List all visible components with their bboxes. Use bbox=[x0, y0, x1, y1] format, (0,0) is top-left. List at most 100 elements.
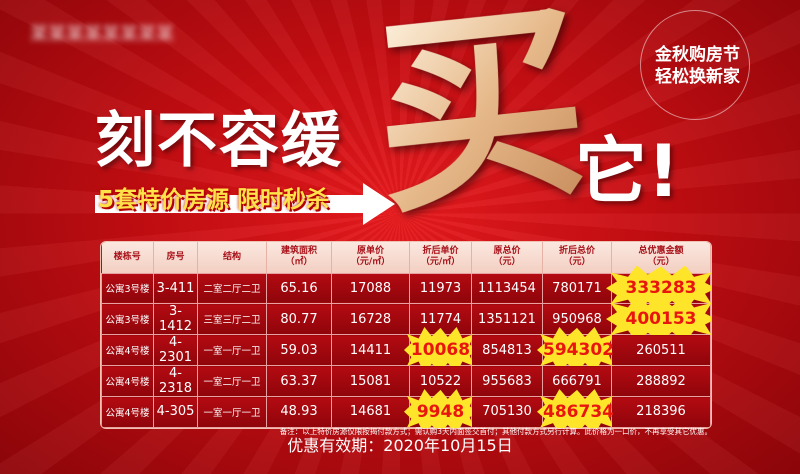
cell-value: 公寓4号楼 bbox=[105, 346, 150, 357]
table-cell: 10068 bbox=[409, 334, 472, 366]
column-header: 楼栋号 bbox=[101, 242, 154, 273]
cell-value: 公寓3号楼 bbox=[105, 315, 150, 326]
column-header: 结构 bbox=[197, 242, 267, 273]
table-cell: 二室二厅二卫 bbox=[197, 272, 267, 304]
column-header: 建筑面积 （㎡） bbox=[266, 242, 332, 273]
cell-value: 4-305 bbox=[156, 404, 195, 420]
cell-value: 666791 bbox=[552, 373, 602, 389]
table-cell: 4-2318 bbox=[153, 365, 198, 397]
table-cell: 288892 bbox=[611, 365, 711, 397]
table-cell: 11973 bbox=[409, 272, 472, 304]
cell-value: 三室三厅二卫 bbox=[203, 315, 261, 326]
table-cell: 14681 bbox=[331, 396, 410, 428]
cell-value: 1351121 bbox=[478, 311, 536, 327]
arrow-icon bbox=[95, 183, 395, 225]
cell-value: 705130 bbox=[482, 404, 532, 420]
headline: 刻不容缓 bbox=[95, 106, 343, 176]
cell-value: 3-411 bbox=[156, 280, 195, 296]
table-cell: 一室二厅一卫 bbox=[197, 365, 267, 397]
column-header: 房号 bbox=[153, 242, 198, 273]
cell-value: 4-2301 bbox=[158, 335, 193, 365]
cell-value: 854813 bbox=[482, 342, 532, 358]
table-cell: 4-305 bbox=[153, 396, 198, 428]
cell-value: 950968 bbox=[552, 311, 602, 327]
badge-line-1: 金秋购房节 bbox=[655, 45, 740, 65]
footnote: 备注：以上特价房源仅限按揭付款方式；需认购3天内面签交首付；其他付款方式另行计算… bbox=[279, 427, 712, 436]
cell-value: 一室一厅一卫 bbox=[203, 407, 261, 419]
table-cell: 公寓4号楼 bbox=[101, 365, 154, 397]
cell-value: 4-2318 bbox=[158, 366, 193, 396]
table-cell: 4-2301 bbox=[153, 334, 198, 366]
table-cell: 400153 bbox=[611, 303, 711, 335]
table-cell: 3-1412 bbox=[153, 303, 198, 335]
highlighted-price: 10068 bbox=[410, 340, 471, 360]
cell-value: 218396 bbox=[636, 404, 686, 420]
table-cell: 59.03 bbox=[266, 334, 332, 366]
table-row: 公寓4号楼 4-305 一室一厅一卫 48.93 14681 9948 705130 4867… bbox=[101, 396, 711, 428]
cell-value: 公寓4号楼 bbox=[105, 407, 150, 419]
blurred-header-text: 某某某某某某某某 bbox=[30, 24, 174, 44]
cell-value: 3-1412 bbox=[158, 304, 193, 334]
table-cell: 486734 bbox=[542, 396, 614, 428]
cell-value: 公寓3号楼 bbox=[105, 284, 150, 296]
cell-value: 一室二厅一卫 bbox=[203, 377, 261, 388]
column-header: 折后单价 （元/㎡） bbox=[409, 242, 472, 273]
table-cell: 854813 bbox=[471, 334, 543, 366]
table-cell: 333283 bbox=[611, 272, 711, 304]
table-cell: 705130 bbox=[471, 396, 543, 428]
table-row: 公寓4号楼 4-2301 一室一厅一卫 59.03 14411 10068 854813 59… bbox=[101, 334, 711, 366]
highlighted-price: 9948 bbox=[416, 401, 465, 422]
table-cell: 218396 bbox=[611, 396, 711, 428]
table-cell: 一室一厅一卫 bbox=[197, 334, 267, 366]
cell-value: 一室一厅一卫 bbox=[203, 346, 261, 357]
cell-value: 14681 bbox=[349, 404, 392, 420]
table-cell: 一室一厅一卫 bbox=[197, 396, 267, 428]
table-cell: 公寓3号楼 bbox=[101, 272, 154, 304]
cell-value: 780171 bbox=[552, 280, 602, 296]
table-row: 公寓3号楼 3-1412 三室三厅二卫 80.77 16728 11774 1351121 9… bbox=[101, 303, 711, 335]
cell-value: 59.03 bbox=[280, 342, 318, 358]
table-row: 公寓3号楼 3-411 二室二厅二卫 65.16 17088 11973 1113454 78… bbox=[101, 272, 711, 304]
table-cell: 公寓4号楼 bbox=[101, 334, 154, 366]
highlighted-price: 400153 bbox=[625, 309, 697, 329]
table-cell: 三室三厅二卫 bbox=[197, 303, 267, 335]
table-cell: 1113454 bbox=[471, 272, 543, 304]
subtitle: 5套特价房源 限时秒杀 bbox=[98, 187, 330, 213]
cell-value: 65.16 bbox=[280, 280, 318, 296]
price-table: 楼栋号 房号 结构 建筑面积 （㎡） 原单价 （元/㎡） 折后单价 （元/㎡） 原总价 （元… bbox=[100, 241, 712, 429]
headline-suffix: 它! bbox=[575, 129, 680, 213]
table-cell: 48.93 bbox=[266, 396, 332, 428]
calligraphy-buy-character: 买 bbox=[363, 0, 598, 243]
table-cell: 公寓3号楼 bbox=[101, 303, 154, 335]
table-cell: 65.16 bbox=[266, 272, 332, 304]
table-cell: 80.77 bbox=[266, 303, 332, 335]
cell-value: 1113454 bbox=[478, 280, 536, 296]
table-cell: 17088 bbox=[331, 272, 410, 304]
table-cell: 公寓4号楼 bbox=[101, 396, 154, 428]
highlighted-price: 333283 bbox=[625, 278, 697, 299]
table-row: 公寓4号楼 4-2318 一室二厅一卫 63.37 15081 10522 955683 66… bbox=[101, 365, 711, 397]
highlighted-price: 486734 bbox=[543, 401, 614, 422]
cell-value: 14411 bbox=[349, 342, 392, 358]
event-badge-circle bbox=[640, 10, 750, 120]
cell-value: 二室二厅二卫 bbox=[203, 284, 261, 296]
cell-value: 63.37 bbox=[280, 373, 318, 389]
table-cell: 594302 bbox=[542, 334, 614, 366]
cell-value: 11973 bbox=[419, 280, 462, 296]
table-cell: 15081 bbox=[331, 365, 410, 397]
cell-value: 17088 bbox=[349, 280, 392, 296]
cell-value: 288892 bbox=[636, 373, 686, 389]
table-header-row: 楼栋号 房号 结构 建筑面积 （㎡） 原单价 （元/㎡） 折后单价 （元/㎡） 原总价 （元… bbox=[101, 242, 711, 273]
table-cell: 9948 bbox=[409, 396, 472, 428]
column-header: 原总价 （元） bbox=[471, 242, 543, 273]
cell-value: 955683 bbox=[482, 373, 532, 389]
table-cell: 63.37 bbox=[266, 365, 332, 397]
badge-line-2: 轻松换新家 bbox=[655, 67, 740, 87]
table-cell: 16728 bbox=[331, 303, 410, 335]
validity-date: 优惠有效期：2020年10月15日 bbox=[287, 436, 513, 455]
cell-value: 48.93 bbox=[280, 404, 318, 420]
column-header: 折后总价 （元） bbox=[542, 242, 612, 273]
cell-value: 16728 bbox=[349, 311, 392, 327]
cell-value: 10522 bbox=[419, 373, 462, 389]
